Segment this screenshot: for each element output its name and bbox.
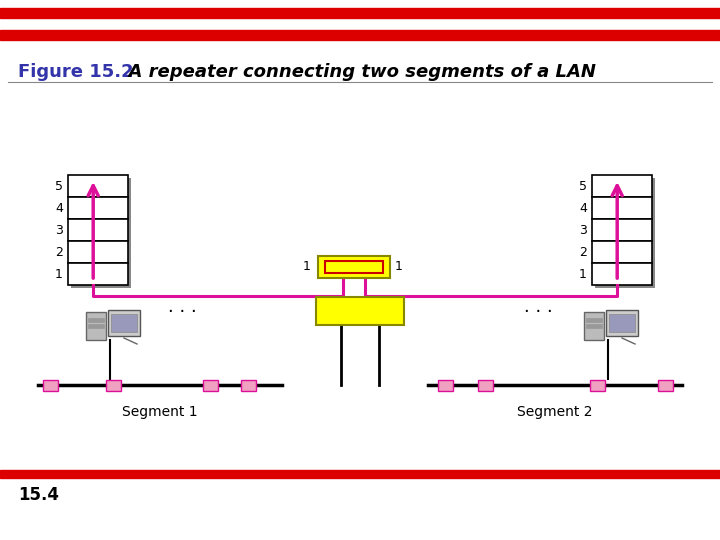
Bar	[240, 380, 256, 390]
Bar	[88, 318, 104, 322]
Bar	[0, 30, 720, 40]
Bar	[584, 312, 604, 340]
Bar	[111, 314, 137, 332]
Bar	[609, 314, 635, 332]
Bar	[606, 310, 638, 336]
Text: 5: 5	[579, 179, 587, 192]
Text: 4: 4	[579, 201, 587, 214]
Bar	[592, 263, 652, 285]
Text: 3: 3	[579, 224, 587, 237]
Bar	[592, 175, 652, 197]
Bar	[438, 380, 452, 390]
Text: 2: 2	[55, 246, 63, 259]
Bar	[68, 197, 128, 219]
Bar	[592, 241, 652, 263]
Bar	[586, 318, 602, 322]
Bar	[42, 380, 58, 390]
Bar	[68, 219, 128, 241]
Bar	[595, 178, 655, 288]
Bar	[592, 197, 652, 219]
Text: 1: 1	[303, 260, 311, 273]
Bar	[0, 8, 720, 18]
Text: A repeater connecting two segments of a LAN: A repeater connecting two segments of a …	[116, 63, 596, 81]
Text: Repeater: Repeater	[324, 304, 396, 318]
Bar	[68, 263, 128, 285]
Text: 1: 1	[395, 260, 403, 273]
Bar	[0, 470, 720, 478]
Bar	[202, 380, 217, 390]
Text: · · ·: · · ·	[523, 303, 552, 321]
Text: 5: 5	[55, 179, 63, 192]
Text: · · ·: · · ·	[168, 303, 197, 321]
Bar	[657, 380, 672, 390]
Bar	[325, 261, 383, 273]
Bar	[86, 312, 106, 340]
Text: 15.4: 15.4	[18, 486, 59, 504]
Bar	[68, 175, 128, 197]
Text: 2: 2	[579, 246, 587, 259]
Text: Segment 2: Segment 2	[517, 405, 593, 419]
Bar	[68, 241, 128, 263]
Bar	[88, 324, 104, 328]
Text: 1: 1	[55, 267, 63, 280]
Bar	[477, 380, 492, 390]
Bar	[71, 178, 131, 288]
Bar	[316, 297, 404, 325]
Bar	[592, 219, 652, 241]
Text: 3: 3	[55, 224, 63, 237]
Bar	[586, 324, 602, 328]
Text: 4: 4	[55, 201, 63, 214]
Bar	[590, 380, 605, 390]
Text: Segment 1: Segment 1	[122, 405, 198, 419]
Bar	[106, 380, 120, 390]
Text: 1: 1	[579, 267, 587, 280]
Bar	[108, 310, 140, 336]
Bar	[318, 256, 390, 278]
Text: Figure 15.2: Figure 15.2	[18, 63, 134, 81]
